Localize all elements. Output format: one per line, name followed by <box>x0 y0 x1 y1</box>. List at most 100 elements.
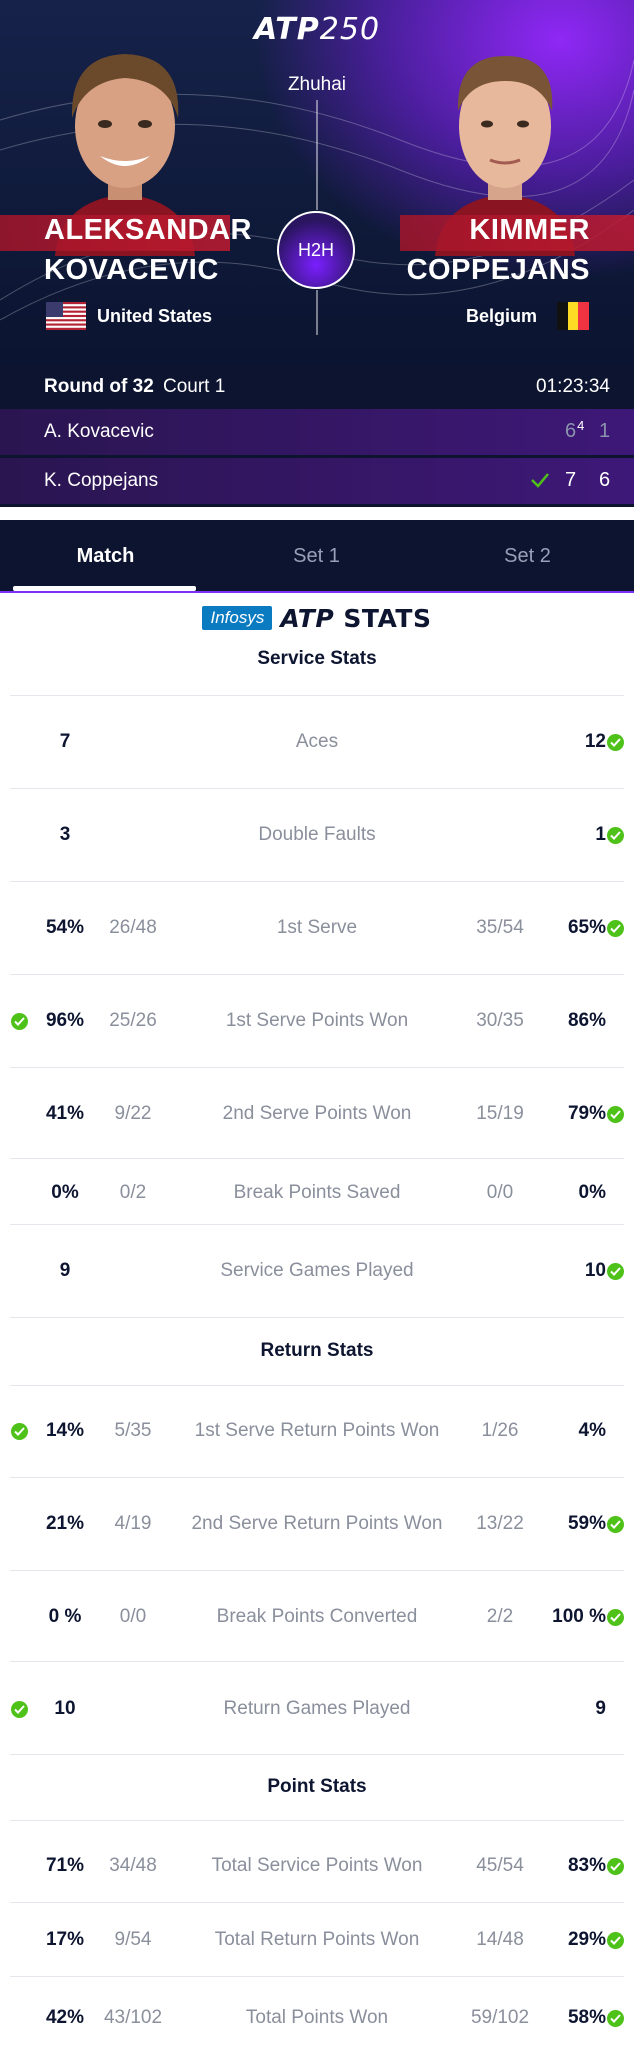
p2-value: 100 % <box>552 1606 606 1627</box>
divider <box>10 881 624 882</box>
p2-ratio: 59/102 <box>470 2007 530 2028</box>
divider <box>10 1385 624 1386</box>
p1-value: 41% <box>45 1103 85 1124</box>
point-stats-title: Point Stats <box>267 1776 367 1797</box>
stat-label: Double Faults <box>258 824 376 845</box>
p1-value: 0% <box>51 1182 79 1203</box>
p2-value: 59% <box>567 1513 606 1534</box>
p1-ratio: 43/102 <box>103 2007 163 2028</box>
check-icon <box>607 1609 624 1626</box>
p1-value: 17% <box>45 1929 85 1950</box>
stat-label: Total Return Points Won <box>214 1929 420 1950</box>
stat-label: Break Points Converted <box>216 1606 418 1627</box>
center-divider-bottom <box>316 290 318 335</box>
tab-set-1-label: Set 1 <box>293 545 340 567</box>
divider <box>10 1317 624 1318</box>
p1-ratio: 26/48 <box>109 917 157 938</box>
divider <box>10 1754 624 1755</box>
stat-label: Return Games Played <box>223 1698 411 1719</box>
check-icon <box>11 1423 28 1440</box>
player1-set1-tiebreak: 4 <box>577 418 585 433</box>
winner-check-icon <box>531 473 549 488</box>
player2-short-name: K. Coppejans <box>44 470 159 491</box>
divider <box>10 1477 624 1478</box>
venue: Zhuhai <box>287 74 347 95</box>
p2-value: 79% <box>567 1103 606 1124</box>
tab-match-label: Match <box>76 545 135 567</box>
p1-value: 42% <box>45 2007 85 2028</box>
tab-set-2-label: Set 2 <box>504 545 551 567</box>
player1-name[interactable]: ALEKSANDAR KOVACEVIC <box>44 210 252 290</box>
p2-ratio: 14/48 <box>476 1929 524 1950</box>
p1-value: 14% <box>45 1420 85 1441</box>
p1-value: 3 <box>59 824 71 845</box>
divider <box>10 1902 624 1903</box>
p2-value: 10 <box>584 1260 606 1281</box>
player2-name[interactable]: KIMMER COPPEJANS <box>407 210 590 290</box>
atp-stats-logo: ATP STATS <box>280 604 431 633</box>
p2-value: 12 <box>584 731 606 752</box>
p1-ratio: 25/26 <box>109 1010 157 1031</box>
p2-ratio: 2/2 <box>486 1606 514 1627</box>
stats-tabs: Match Set 1 Set 2 <box>0 520 634 593</box>
player2-set1-score: 7 <box>565 469 577 491</box>
check-icon <box>11 1701 28 1718</box>
stat-label: 2nd Serve Points Won <box>222 1103 412 1124</box>
infosys-atp-stats-logo: Infosys ATP STATS <box>0 603 634 633</box>
p2-ratio: 13/22 <box>476 1513 524 1534</box>
atp-logo-text: ATP <box>253 12 320 47</box>
p2-value: 65% <box>567 917 606 938</box>
infosys-logo: Infosys <box>202 606 273 630</box>
p2-ratio: 15/19 <box>476 1103 524 1124</box>
p2-ratio: 1/26 <box>481 1420 519 1441</box>
player2-name-band <box>400 215 634 251</box>
player1-last-name: KOVACEVIC <box>44 254 219 286</box>
tab-set-1[interactable]: Set 1 <box>211 520 422 593</box>
p2-value: 4% <box>578 1420 606 1441</box>
service-stats-title: Service Stats <box>257 648 377 669</box>
p2-value: 86% <box>567 1010 606 1031</box>
player2-last-name: COPPEJANS <box>406 254 590 286</box>
tab-set-2[interactable]: Set 2 <box>422 520 633 593</box>
player1-set1-score: 64 <box>565 418 585 443</box>
divider <box>10 1820 624 1821</box>
player1-score-row[interactable]: A. Kovacevic 64 1 <box>0 409 634 455</box>
court-label: Court 1 <box>163 376 226 397</box>
atp-tier: 250 <box>319 12 381 47</box>
check-icon <box>607 1263 624 1280</box>
h2h-label: H2H <box>297 239 334 260</box>
p2-value: 1 <box>595 824 606 845</box>
active-tab-indicator <box>13 586 196 591</box>
p1-ratio: 34/48 <box>109 1855 157 1876</box>
p2-ratio: 0/0 <box>486 1182 514 1203</box>
stat-label: Aces <box>295 731 339 752</box>
match-hero: ATP250 Zhuhai ALEKSANDAR KOVACEVI <box>0 0 634 365</box>
stat-label: Total Points Won <box>245 2007 389 2028</box>
check-icon <box>607 1858 624 1875</box>
divider <box>10 788 624 789</box>
p1-ratio: 5/35 <box>114 1420 152 1441</box>
check-icon <box>607 827 624 844</box>
stat-label: 1st Serve <box>276 917 358 938</box>
tab-match[interactable]: Match <box>0 520 211 593</box>
player1-short-name: A. Kovacevic <box>44 421 154 442</box>
player2-country: Belgium <box>465 306 537 326</box>
divider <box>10 1570 624 1571</box>
match-duration: 01:23:34 <box>536 376 610 397</box>
check-icon <box>607 1106 624 1123</box>
usa-flag-icon <box>46 302 86 330</box>
p1-value: 10 <box>54 1698 76 1719</box>
player2-score-row[interactable]: K. Coppejans 7 6 <box>0 458 634 504</box>
atp-stats-logo-text: ATP <box>280 603 335 633</box>
p2-value: 83% <box>567 1855 606 1876</box>
h2h-button[interactable]: H2H <box>277 211 355 289</box>
center-divider-top <box>316 100 318 210</box>
p2-ratio: 35/54 <box>476 917 524 938</box>
divider <box>10 974 624 975</box>
player1-country: United States <box>97 306 213 326</box>
stat-label: 2nd Serve Return Points Won <box>191 1513 443 1534</box>
stat-label: Service Games Played <box>220 1260 414 1281</box>
p2-ratio: 30/35 <box>476 1010 524 1031</box>
p1-value: 7 <box>59 731 71 752</box>
divider <box>10 1976 624 1977</box>
